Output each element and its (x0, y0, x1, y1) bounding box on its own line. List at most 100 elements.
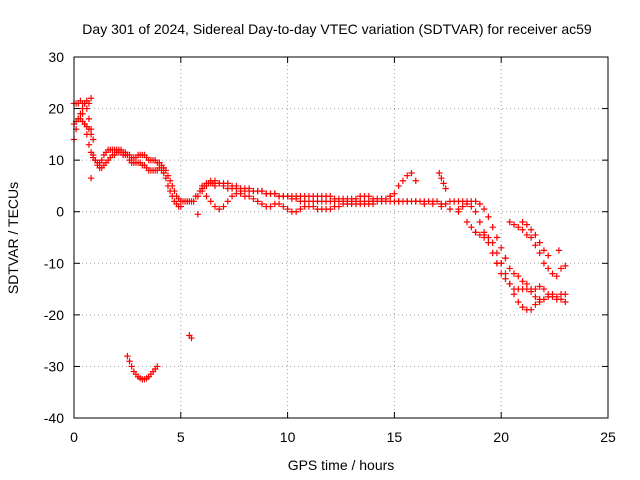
data-point (98, 156, 105, 164)
data-point (92, 156, 99, 164)
data-points (70, 95, 569, 383)
series-track-d (79, 110, 219, 205)
chart-title: Day 301 of 2024, Sidereal Day-to-day VTE… (82, 21, 592, 37)
data-point (412, 198, 419, 205)
data-point (549, 291, 556, 298)
data-point (532, 293, 539, 301)
data-point (258, 187, 266, 195)
data-point (549, 270, 556, 277)
data-point (124, 352, 131, 360)
data-point (292, 195, 300, 203)
data-point (506, 265, 513, 272)
data-point (438, 174, 445, 182)
data-point (536, 239, 543, 246)
data-point (489, 239, 496, 246)
data-point (369, 198, 377, 205)
x-axis-label: GPS time / hours (288, 457, 395, 473)
data-point (515, 272, 522, 280)
y-tick-label: 30 (48, 49, 64, 65)
data-point (203, 182, 210, 190)
data-point (540, 247, 548, 254)
data-point (433, 198, 441, 205)
data-point (395, 198, 402, 205)
data-point (540, 285, 548, 293)
data-point (519, 226, 526, 233)
series-track-q (519, 218, 552, 259)
data-point (523, 221, 531, 228)
data-point (510, 221, 518, 228)
data-point (169, 193, 176, 200)
data-point (124, 151, 131, 159)
x-axis-ticks: 0 5 10 15 20 25 (70, 57, 616, 445)
data-point (245, 185, 253, 192)
data-point (498, 260, 505, 267)
data-point (284, 205, 291, 213)
data-point (267, 203, 274, 210)
data-point (562, 298, 569, 306)
data-point (480, 205, 488, 213)
data-point (472, 229, 479, 236)
data-point (250, 195, 257, 203)
data-point (421, 200, 428, 208)
data-point (224, 180, 231, 187)
data-point (271, 190, 278, 197)
y-tick-label: 0 (56, 204, 64, 220)
data-point (506, 280, 513, 288)
x-tick-label: 10 (280, 429, 296, 445)
data-point (553, 272, 560, 280)
y-tick-label: -20 (44, 307, 64, 323)
data-point (463, 200, 471, 208)
data-point (162, 174, 170, 182)
data-point (515, 298, 522, 306)
data-point (485, 234, 492, 241)
series-track-p (506, 218, 569, 280)
data-point (254, 198, 261, 205)
series-track-m (438, 198, 569, 303)
data-point (297, 205, 304, 213)
data-point (233, 182, 240, 190)
data-point (211, 182, 219, 190)
data-point (83, 105, 91, 112)
x-tick-label: 20 (493, 429, 509, 445)
data-point (429, 200, 437, 208)
data-point (216, 205, 223, 213)
x-tick-label: 25 (600, 429, 616, 445)
data-point (485, 213, 492, 221)
data-point (395, 182, 402, 190)
x-tick-label: 15 (387, 429, 403, 445)
data-point (562, 262, 569, 270)
data-point (87, 95, 95, 102)
data-point (436, 169, 443, 177)
data-point (523, 280, 531, 288)
grid-lines (74, 57, 608, 418)
data-point (224, 198, 231, 205)
data-point (85, 115, 93, 123)
y-tick-label: 20 (48, 101, 64, 117)
data-point (404, 198, 411, 205)
series-track-r (436, 169, 449, 192)
data-point (85, 126, 93, 133)
data-point (459, 203, 466, 210)
data-point (493, 234, 501, 241)
x-tick-label: 5 (177, 429, 185, 445)
data-point (190, 198, 197, 205)
data-point (198, 187, 206, 195)
data-point (536, 283, 543, 290)
data-point (527, 226, 535, 233)
data-point (544, 252, 552, 259)
data-point (476, 218, 484, 226)
data-point (540, 296, 548, 303)
data-point (442, 185, 449, 192)
data-point (164, 182, 172, 190)
data-point (194, 211, 202, 218)
data-point (544, 293, 552, 301)
data-point (160, 169, 167, 177)
data-point (527, 306, 535, 313)
data-point (519, 218, 526, 226)
series-track-g (186, 332, 195, 342)
data-point (442, 200, 449, 208)
data-point (523, 231, 531, 239)
data-point (90, 136, 97, 143)
data-point (540, 260, 548, 267)
